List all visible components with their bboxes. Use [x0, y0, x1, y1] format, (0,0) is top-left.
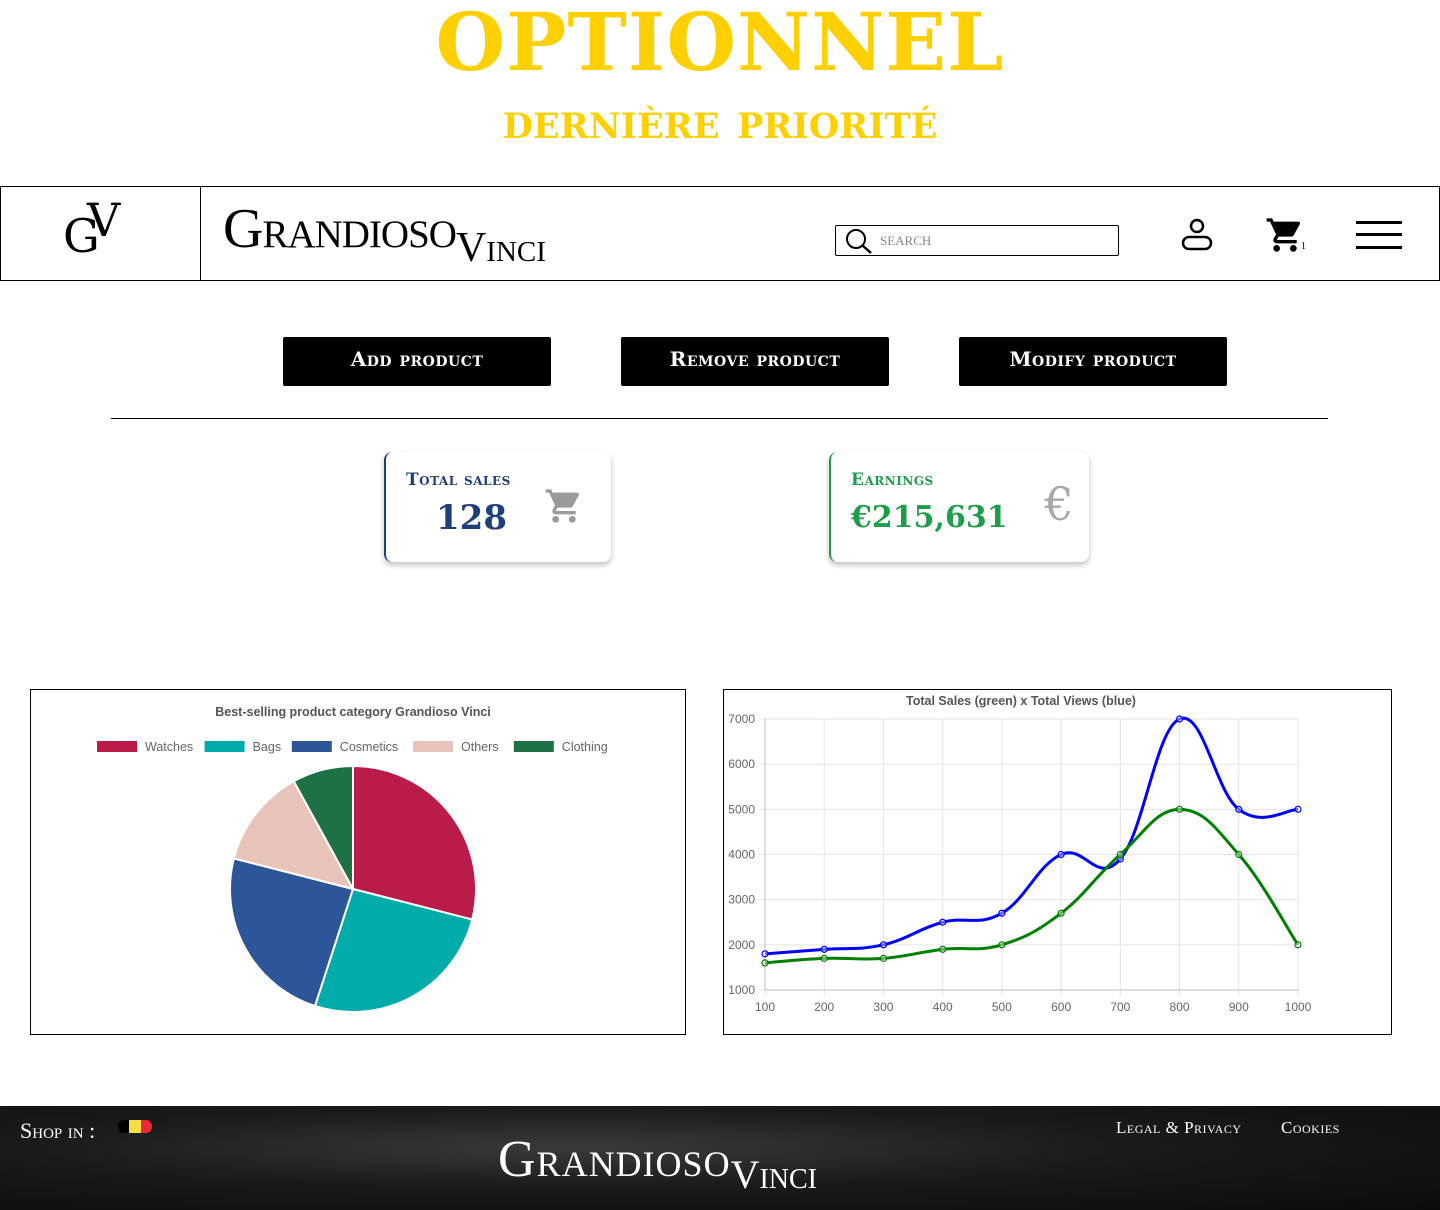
x-tick-label: 300	[873, 1000, 893, 1014]
menu-icon[interactable]	[1356, 219, 1402, 251]
data-point[interactable]	[879, 941, 888, 949]
search-icon[interactable]	[844, 228, 874, 254]
footer-brand-wordmark: GrandiosoVinci	[498, 1130, 817, 1197]
y-tick-label: 2000	[728, 938, 755, 952]
pie-slice-clothing[interactable]	[292, 764, 354, 890]
data-point[interactable]	[1175, 715, 1184, 723]
footer-brand-sub: Vinci	[730, 1152, 818, 1197]
data-point[interactable]	[820, 945, 828, 953]
banner-subtitle: dernière priorité	[502, 91, 938, 150]
legend-label-bags: Bags	[253, 740, 282, 754]
y-tick-label: 5000	[728, 802, 755, 816]
add-product-button[interactable]: Add product	[283, 337, 551, 386]
legend-swatch-cosmetics[interactable]	[291, 741, 332, 752]
search-input[interactable]	[880, 230, 1110, 252]
data-point[interactable]	[939, 918, 947, 926]
x-tick-label: 1000	[1285, 1000, 1312, 1014]
y-tick-label: 4000	[728, 848, 755, 862]
earnings-card: Earnings €215,631 €	[829, 452, 1089, 562]
legend-swatch-clothing[interactable]	[513, 741, 554, 752]
x-tick-label: 700	[1110, 1000, 1130, 1014]
pie-slice-cosmetics[interactable]	[229, 857, 355, 1008]
earnings-label: Earnings	[851, 470, 934, 490]
line-series-1	[764, 716, 1299, 956]
legend-label-others: Others	[461, 740, 499, 754]
line-chart-panel: Total Sales (green) x Total Views (blue)…	[723, 689, 1392, 1035]
site-footer: Shop in : GrandiosoVinci Legal & Privacy…	[0, 1106, 1440, 1210]
data-point[interactable]	[879, 954, 888, 962]
legend-label-watches: Watches	[145, 740, 193, 754]
line-chart: Total Sales (green) x Total Views (blue)…	[728, 694, 1312, 1014]
x-tick-label: 200	[814, 1000, 834, 1014]
data-point[interactable]	[1294, 805, 1302, 813]
cart-count: 1	[1301, 241, 1306, 252]
y-tick-label: 3000	[728, 893, 755, 907]
legend-swatch-bags[interactable]	[204, 741, 245, 752]
brand-sub: Vinci	[455, 225, 546, 271]
legend-swatch-watches[interactable]	[97, 741, 137, 752]
y-tick-label: 6000	[728, 757, 755, 771]
logo-letter-g: G	[63, 209, 100, 263]
line-chart-title: Total Sales (green) x Total Views (blue)	[906, 694, 1136, 708]
banner-title: OPTIONNEL	[435, 0, 1005, 89]
pie-legend: Watches Bags Cosmetics Others Clothing	[97, 740, 608, 754]
x-tick-label: 100	[755, 1000, 775, 1014]
legend-label-clothing: Clothing	[562, 740, 608, 754]
y-tick-label: 1000	[728, 983, 755, 997]
brand-wordmark[interactable]: GrandiosoVinci	[223, 197, 546, 271]
data-point[interactable]	[1116, 850, 1124, 859]
pie-slice-watches[interactable]	[352, 764, 477, 921]
total-sales-value: 128	[436, 498, 507, 538]
cart-icon	[545, 489, 580, 523]
search-box	[835, 225, 1119, 256]
x-tick-label: 800	[1170, 1000, 1190, 1014]
cookies-link[interactable]: Cookies	[1281, 1118, 1340, 1137]
legend-swatch-others[interactable]	[413, 741, 453, 752]
logo[interactable]: G V	[1, 187, 201, 281]
legal-privacy-link[interactable]: Legal & Privacy	[1116, 1118, 1242, 1137]
logo-letter-v: V	[87, 193, 121, 247]
data-point[interactable]	[1175, 805, 1184, 813]
line-series-2	[764, 807, 1300, 965]
data-point[interactable]	[820, 954, 828, 962]
pie-slice-others[interactable]	[232, 779, 355, 891]
footer-brand-main: Grandioso	[498, 1131, 731, 1188]
shop-in-label: Shop in :	[20, 1118, 96, 1143]
section-divider	[111, 418, 1328, 419]
data-point[interactable]	[998, 941, 1006, 949]
pie-chart-panel: Best-selling product category Grandioso …	[30, 689, 686, 1035]
country-flag[interactable]	[118, 1120, 152, 1133]
x-tick-label: 900	[1229, 1000, 1249, 1014]
modify-product-button[interactable]: Modify product	[959, 337, 1227, 386]
data-point[interactable]	[939, 945, 947, 953]
x-tick-label: 600	[1051, 1000, 1071, 1014]
brand-main: Grandioso	[223, 198, 457, 260]
total-sales-card: Total sales 128	[384, 452, 611, 562]
data-point[interactable]	[1235, 805, 1243, 813]
data-point[interactable]	[761, 950, 769, 958]
legend-label-cosmetics: Cosmetics	[340, 740, 398, 754]
remove-product-button[interactable]: Remove product	[621, 337, 889, 386]
earnings-value: €215,631	[851, 500, 1008, 535]
x-tick-label: 400	[933, 1000, 953, 1014]
total-sales-label: Total sales	[406, 470, 511, 490]
data-point[interactable]	[761, 959, 769, 967]
pie-chart: Best-selling product category Grandioso …	[97, 705, 608, 1013]
pie-chart-title: Best-selling product category Grandioso …	[215, 705, 491, 719]
y-tick-label: 7000	[728, 712, 755, 726]
data-point[interactable]	[1235, 850, 1243, 859]
data-point[interactable]	[1057, 909, 1065, 917]
user-icon[interactable]	[1179, 217, 1215, 253]
line-chart-grid	[759, 718, 1299, 996]
euro-icon: €	[1043, 482, 1073, 528]
x-tick-label: 500	[992, 1000, 1012, 1014]
cart-icon[interactable]	[1265, 215, 1305, 255]
data-point[interactable]	[998, 909, 1006, 917]
site-header: G V GrandiosoVinci 1	[0, 186, 1440, 281]
data-point[interactable]	[1294, 941, 1302, 949]
data-point[interactable]	[1057, 850, 1065, 859]
pie-slice-bags[interactable]	[313, 887, 474, 1013]
svg-text:€: €	[1043, 482, 1073, 528]
